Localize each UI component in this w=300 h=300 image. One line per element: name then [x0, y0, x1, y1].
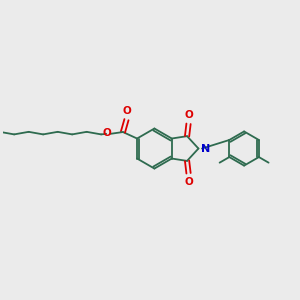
Text: O: O [184, 177, 193, 187]
Text: O: O [123, 106, 131, 116]
Text: N: N [200, 143, 210, 154]
Text: O: O [103, 128, 111, 138]
Text: O: O [184, 110, 193, 120]
